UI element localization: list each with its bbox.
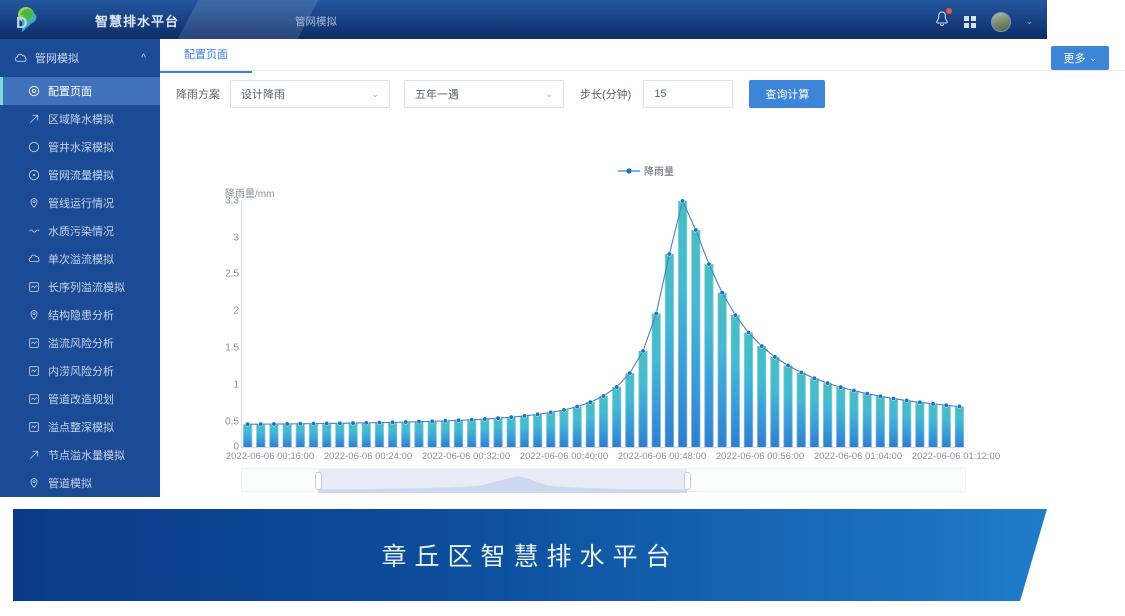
svg-text:D: D <box>16 15 28 32</box>
